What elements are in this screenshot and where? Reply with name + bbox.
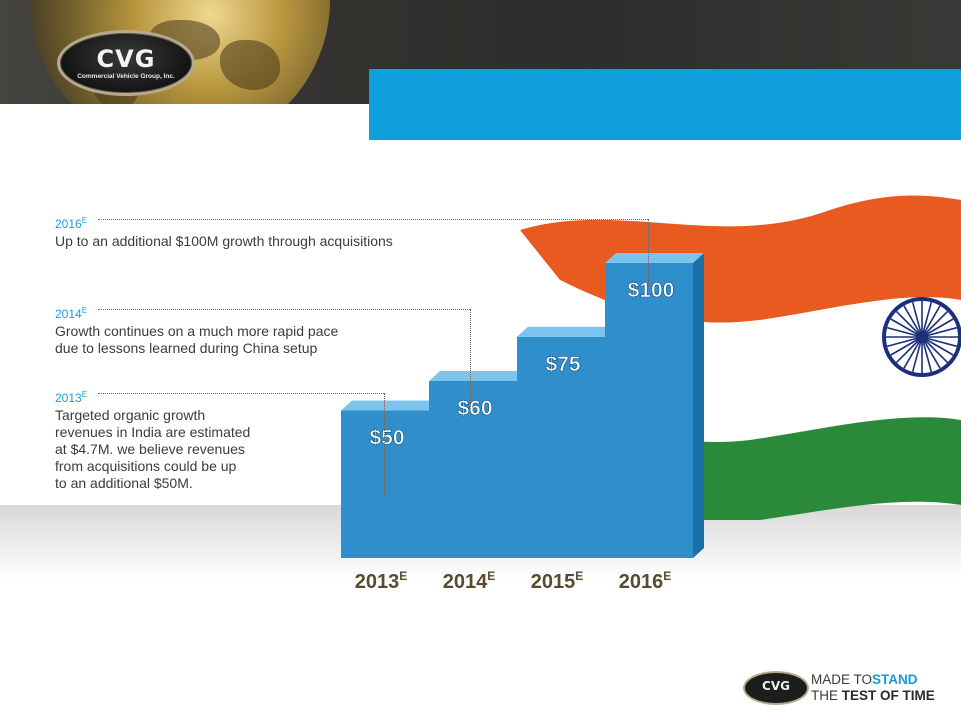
leader-drop-2014 [470, 309, 471, 409]
logo-subtext: Commercial Vehicle Group, Inc. [77, 73, 175, 80]
tagline-the: THE [811, 688, 838, 703]
bar-2013: $50 [341, 400, 440, 558]
header-banner: CVG Commercial Vehicle Group, Inc. [0, 0, 961, 104]
annotation-2013-line-2: revenues in India are estimated [55, 424, 251, 440]
bar-2015: $75 [517, 326, 616, 558]
bar-value-label: $100 [628, 279, 675, 302]
bar-value-label: $50 [369, 427, 404, 450]
annotation-2016-text: Up to an additional $100M growth through… [55, 233, 393, 249]
annotation-2014-year: 2014 [55, 307, 82, 321]
annotation-2013: 2013E Targeted organic growth revenues i… [55, 390, 251, 491]
category-label-2014: 2014E [443, 569, 496, 593]
leader-drop-2013 [384, 393, 385, 495]
logo-text: CVG [96, 45, 156, 73]
annotation-2013-year: 2013 [55, 391, 82, 405]
category-label-2016: 2016E [619, 569, 672, 593]
bar-2016: $100 [605, 253, 704, 558]
footer-logo-text: CVG [762, 679, 790, 693]
bar-value-label: $75 [545, 353, 580, 376]
tagline-made-to: MADE TO [811, 672, 873, 687]
annotation-2013-line-4: from acquisitions could be up [55, 458, 237, 474]
footer-cvg-logo: CVG [743, 671, 809, 705]
bar-value-label: $60 [457, 397, 492, 420]
leader-line-2014 [98, 309, 470, 310]
leader-line-2013 [98, 393, 384, 394]
tagline-stand: STAND [872, 672, 918, 687]
title-band [369, 69, 961, 140]
annotation-2016-year: 2016 [55, 217, 82, 231]
tagline: MADE TOSTAND THE TEST OF TIME [811, 672, 935, 704]
category-label-2013: 2013E [355, 569, 408, 593]
annotation-2013-line-1: Targeted organic growth [55, 407, 206, 423]
annotation-2014: 2014E Growth continues on a much more ra… [55, 306, 339, 356]
ashoka-chakra-icon [882, 297, 961, 377]
annotation-2013-line-5: to an additional $50M. [55, 475, 193, 491]
bar-2014: $60 [429, 371, 528, 558]
annotation-2014-line-2: due to lessons learned during China setu… [55, 340, 318, 356]
leader-line-2016 [98, 219, 648, 220]
annotation-2014-line-1: Growth continues on a much more rapid pa… [55, 323, 339, 339]
category-label-2015: 2015E [531, 569, 584, 593]
annotation-2013-line-3: at $4.7M. we believe revenues [55, 441, 245, 457]
annotation-2016: 2016E Up to an additional $100M growth t… [55, 216, 393, 249]
cvg-logo: CVG Commercial Vehicle Group, Inc. [57, 30, 195, 96]
tagline-test-of-time: TEST OF TIME [841, 688, 935, 703]
leader-drop-2016 [648, 219, 649, 287]
